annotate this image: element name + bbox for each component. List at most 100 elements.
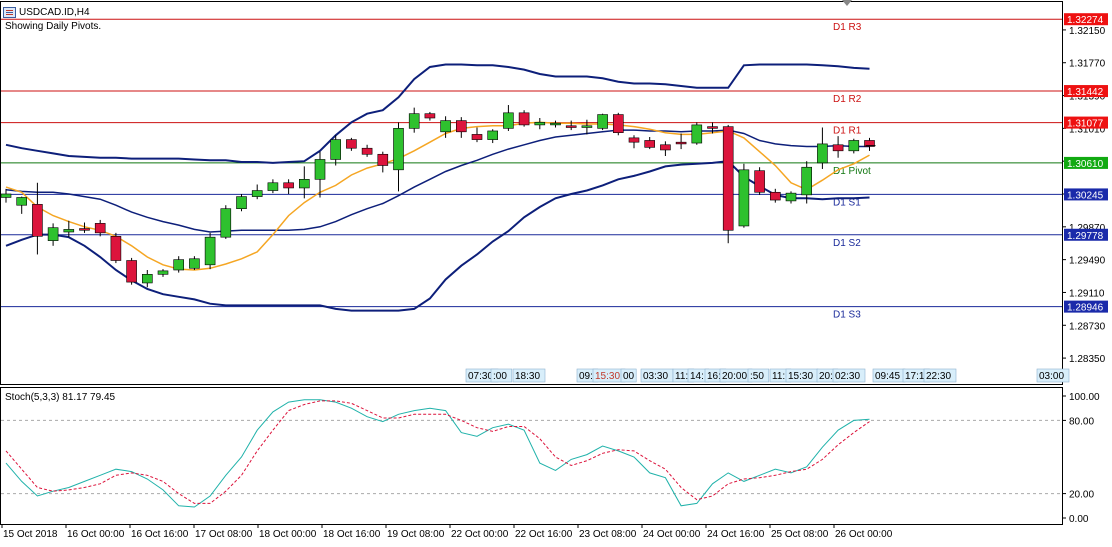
session-label-box: [490, 368, 513, 383]
bearish-candle: [79, 228, 90, 231]
bullish-candle: [817, 143, 828, 164]
bearish-candle: [660, 144, 671, 151]
time-axis-tick-label: 16 Oct 00:00: [67, 529, 125, 540]
pivot-line-label: D1 Pivot: [833, 166, 871, 177]
bearish-candle: [832, 144, 844, 152]
bullish-candle: [801, 166, 813, 196]
bullish-candle: [314, 159, 326, 180]
bearish-candle: [518, 112, 530, 126]
session-label: 03:30: [643, 371, 668, 382]
bullish-candle: [785, 192, 797, 202]
pivot-line-label: D1 S3: [833, 310, 861, 321]
pivot-line-label: D1 R1: [833, 126, 862, 137]
bullish-candle: [220, 208, 232, 238]
session-label: 09:45: [875, 371, 900, 382]
bearish-candle: [471, 134, 483, 140]
pivot-price-tag: [1064, 116, 1108, 129]
bearish-candle: [722, 126, 734, 231]
pivot-subtitle: Showing Daily Pivots.: [5, 21, 102, 32]
bullish-candle: [16, 197, 28, 206]
bearish-candle: [754, 170, 765, 193]
bullish-candle: [597, 114, 608, 129]
bearish-candle: [565, 125, 577, 128]
bearish-candle: [864, 140, 875, 147]
bearish-candle: [707, 126, 718, 129]
bullish-candle: [487, 130, 499, 140]
stochastic-label: Stoch(5,3,3) 81.17 79.45: [5, 392, 116, 403]
time-axis-tick-label: 16 Oct 16:00: [131, 529, 189, 540]
bearish-candle: [346, 139, 357, 149]
session-label: 17:1: [905, 371, 925, 382]
bearish-candle: [110, 236, 122, 261]
bullish-candle: [267, 182, 279, 191]
session-label: 09:: [579, 371, 593, 382]
session-label: 07:30: [468, 371, 493, 382]
main-plot-frame: [0, 1, 1063, 385]
session-label-box: [747, 368, 770, 383]
bearish-candle: [32, 204, 43, 237]
stoch-signal-line: [5, 400, 870, 504]
session-label: 03:00: [1039, 371, 1064, 382]
price-axis-tick-label: 1.28350: [1069, 354, 1106, 365]
bearish-candle: [424, 113, 436, 119]
session-label: 02:30: [835, 371, 860, 382]
pivot-price-tag: [1064, 188, 1108, 201]
pivot-price-tag-text: 1.31077: [1067, 119, 1104, 130]
bullish-candle: [691, 124, 703, 144]
pivot-price-tag: [1064, 85, 1108, 98]
session-label-box: [923, 368, 957, 383]
stoch-main-line: [5, 399, 870, 508]
stoch-axis-tick-label: 100.00: [1069, 392, 1100, 403]
time-axis-tick-label: 24 Oct 00:00: [643, 529, 701, 540]
bullish-candle: [63, 229, 75, 233]
bearish-candle: [377, 153, 389, 166]
session-label: :00: [493, 371, 507, 382]
bearish-candle: [628, 137, 640, 143]
bullish-candle: [142, 274, 153, 284]
session-label: 11:: [675, 371, 688, 382]
bearish-candle: [675, 141, 687, 145]
pivot-price-tag: [1064, 13, 1108, 26]
bullish-candle: [848, 140, 860, 152]
time-axis-tick-label: 22 Oct 16:00: [515, 529, 573, 540]
time-axis-tick-label: 24 Oct 16:00: [707, 529, 765, 540]
session-label: 18:30: [515, 371, 540, 382]
price-axis-tick-label: 1.29110: [1069, 288, 1105, 299]
bullish-candle: [47, 227, 59, 241]
bearish-candle: [361, 147, 373, 155]
price-axis-tick-label: 1.32150: [1069, 26, 1106, 37]
session-label-box: [1036, 368, 1070, 383]
time-axis-tick-label: 17 Oct 08:00: [195, 529, 253, 540]
bullish-candle: [534, 122, 546, 126]
time-axis-tick-label: 25 Oct 08:00: [771, 529, 829, 540]
pivot-price-tag-text: 1.32274: [1067, 15, 1104, 26]
bearish-candle: [126, 260, 137, 283]
session-label: 16:: [707, 371, 721, 382]
time-axis-tick-label: 23 Oct 08:00: [579, 529, 637, 540]
chart-title: USDCAD.ID,H4: [19, 6, 90, 18]
session-label: :50: [750, 371, 764, 382]
chart-window-icon: [3, 6, 16, 18]
pivot-price-tag-text: 1.30610: [1067, 159, 1104, 170]
pivot-price-tag-text: 1.30245: [1067, 190, 1104, 201]
bullish-candle: [503, 112, 514, 129]
pivot-line-label: D1 S1: [833, 197, 861, 208]
pivot-line-label: D1 R2: [833, 94, 862, 105]
time-axis-tick-label: 15 Oct 2018: [3, 529, 58, 540]
pivot-price-tag: [1064, 300, 1108, 313]
bullish-candle: [550, 122, 561, 126]
stoch-axis-tick-label: 0.00: [1069, 514, 1089, 525]
bullish-candle: [738, 169, 750, 227]
pivot-price-tag-text: 1.29778: [1067, 231, 1104, 242]
bullish-candle: [393, 128, 404, 171]
bearish-candle: [769, 191, 781, 201]
bullish-candle: [251, 190, 263, 197]
shift-marker-icon[interactable]: [842, 0, 852, 6]
pivot-price-tag-text: 1.28946: [1067, 303, 1104, 314]
chart-title-bar: USDCAD.ID,H4: [3, 5, 90, 19]
stoch-axis-tick-label: 20.00: [1069, 490, 1094, 501]
session-label-box: [832, 368, 866, 383]
bollinger-upper-band: [5, 63, 870, 164]
pivot-price-tag: [1064, 228, 1108, 241]
